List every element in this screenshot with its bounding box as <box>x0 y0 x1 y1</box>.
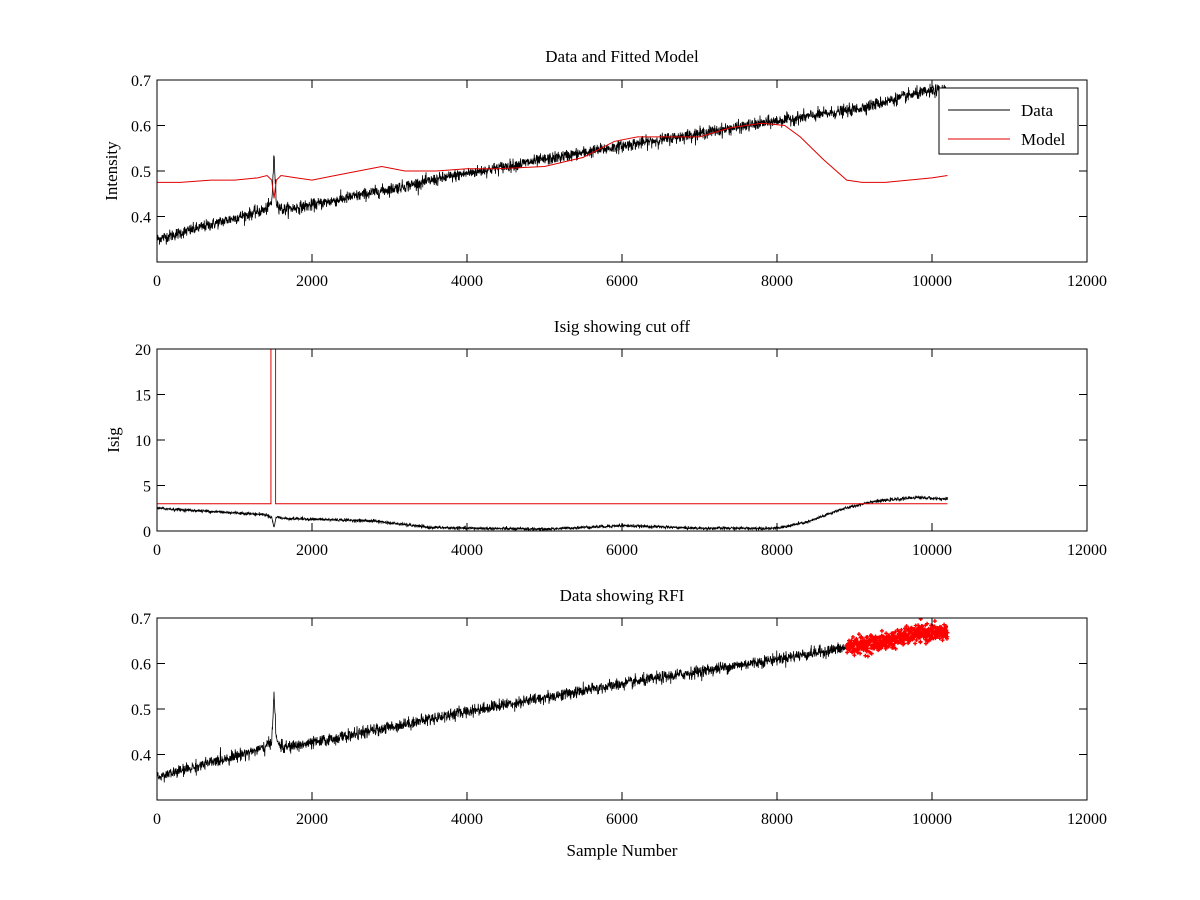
x-tick-label: 6000 <box>606 811 638 828</box>
series-model-line <box>157 122 948 199</box>
x-tick-label: 8000 <box>761 542 793 559</box>
panel-3-title: Data showing RFI <box>560 586 685 605</box>
y-tick-label: 0.7 <box>131 73 151 90</box>
series-group <box>157 83 948 245</box>
y-tick-label: 5 <box>143 479 151 496</box>
panel-2-plot-area: 0 2000 4000 6000 8000 10000 12000 0 5 10 15 20 <box>135 342 1107 559</box>
panel-data-rfi: Data showing RFI Sample Number 0 2000 4000… <box>131 586 1107 860</box>
y-tick-label: 0.4 <box>131 210 151 227</box>
series-group <box>157 349 948 531</box>
x-tick-label: 0 <box>153 273 161 290</box>
panel-1-plot-area: 0 2000 4000 6000 8000 10000 12000 0.4 0.5 0.6 0.7 <box>131 73 1107 290</box>
panel-1-title: Data and Fitted Model <box>545 47 699 66</box>
x-tick-label: 12000 <box>1067 811 1107 828</box>
x-tick-label: 2000 <box>296 273 328 290</box>
x-tick-label: 4000 <box>451 811 483 828</box>
y-tick-label: 10 <box>135 433 151 450</box>
panel-2-ylabel: Isig <box>104 427 123 453</box>
y-tick-label: 15 <box>135 388 151 405</box>
series-rfi-markers <box>844 618 950 659</box>
legend-data-label: Data <box>1021 101 1054 120</box>
x-tick-label: 0 <box>153 811 161 828</box>
panel-3-xlabel: Sample Number <box>567 841 678 860</box>
series-isig-line <box>157 494 948 531</box>
y-tick-label: 0.6 <box>131 119 151 136</box>
series-data-line <box>157 642 848 783</box>
y-tick-label: 0.4 <box>131 748 151 765</box>
series-group <box>157 618 950 783</box>
series-data-line <box>157 83 948 245</box>
x-tick-label: 6000 <box>606 542 638 559</box>
y-tick-label: 0 <box>143 524 151 541</box>
y-tick-label: 0.5 <box>131 702 151 719</box>
x-tick-label: 2000 <box>296 811 328 828</box>
x-tick-label: 2000 <box>296 542 328 559</box>
y-tick-label: 20 <box>135 342 151 359</box>
x-tick-label: 0 <box>153 542 161 559</box>
panel-1-ylabel: Intensity <box>102 141 121 201</box>
legend-box <box>938 87 1079 155</box>
y-tick-label: 0.7 <box>131 611 151 628</box>
series-cut-off-line <box>157 349 948 505</box>
x-tick-label: 6000 <box>606 273 638 290</box>
panel-2-title: Isig showing cut off <box>554 317 690 336</box>
x-tick-label: 4000 <box>451 542 483 559</box>
x-tick-label: 10000 <box>912 542 952 559</box>
x-tick-label: 12000 <box>1067 273 1107 290</box>
legend-model-label: Model <box>1021 130 1066 149</box>
x-tick-label: 8000 <box>761 811 793 828</box>
panel-3-plot-area: 0 2000 4000 6000 8000 10000 12000 0.4 0.5 0.6 0.7 <box>131 611 1107 828</box>
x-tick-label: 10000 <box>912 273 952 290</box>
panel-isig-cutoff: Isig showing cut off Isig 0 2000 4000 6000 8… <box>104 317 1107 559</box>
x-tick-label: 8000 <box>761 273 793 290</box>
x-tick-label: 10000 <box>912 811 952 828</box>
y-tick-label: 0.5 <box>131 164 151 181</box>
y-tick-label: 0.6 <box>131 657 151 674</box>
panel-1-legend: Data Model <box>938 87 1079 155</box>
x-tick-label: 12000 <box>1067 542 1107 559</box>
x-tick-label: 4000 <box>451 273 483 290</box>
panel-data-and-model: Data and Fitted Model Intensity 0 2000 400… <box>102 47 1107 290</box>
